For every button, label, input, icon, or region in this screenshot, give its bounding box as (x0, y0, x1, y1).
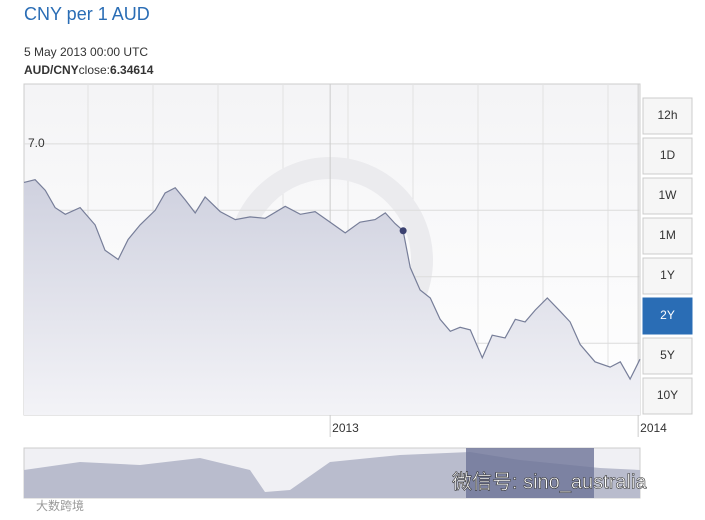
range-button-label: 12h (657, 108, 677, 122)
hover-point (399, 227, 407, 235)
range-button-label: 2Y (660, 308, 675, 322)
range-button-label: 10Y (657, 388, 678, 402)
y-tick-label: 7.0 (28, 136, 45, 150)
range-button[interactable] (642, 377, 693, 415)
watermark-2: 大数跨境 (36, 498, 84, 513)
area (24, 179, 640, 415)
range-button[interactable] (642, 137, 693, 175)
close-value: 6.34614 (110, 63, 154, 77)
range-button[interactable] (642, 217, 693, 255)
range-button[interactable] (642, 297, 693, 335)
range-button-label: 1W (659, 188, 678, 202)
range-button-label: 1M (659, 228, 676, 242)
close-label: close: (79, 63, 110, 77)
range-button[interactable] (642, 337, 693, 375)
x-tick-label: 2013 (332, 421, 359, 435)
range-button[interactable] (642, 177, 693, 215)
line (23, 179, 641, 381)
x-tick-label: 2014 (640, 421, 667, 435)
pair: AUD/CNY (24, 63, 79, 77)
close-info: AUD/CNYclose:6.34614 (24, 63, 154, 77)
range-button[interactable] (642, 97, 693, 135)
range-button-label: 1Y (660, 268, 675, 282)
range-button-label: 1D (660, 148, 676, 162)
range-button[interactable] (642, 257, 693, 295)
navigator-window[interactable] (466, 448, 594, 498)
watermark: 微信号: sino_australia (452, 470, 647, 493)
range-buttons: 12h 1D 1W 1M 1Y 2Y 5Y 10Y (642, 97, 693, 415)
chart-title: CNY per 1 AUD (24, 4, 150, 24)
range-button-label: 5Y (660, 348, 675, 362)
date-label: 5 May 2013 00:00 UTC (24, 45, 148, 59)
